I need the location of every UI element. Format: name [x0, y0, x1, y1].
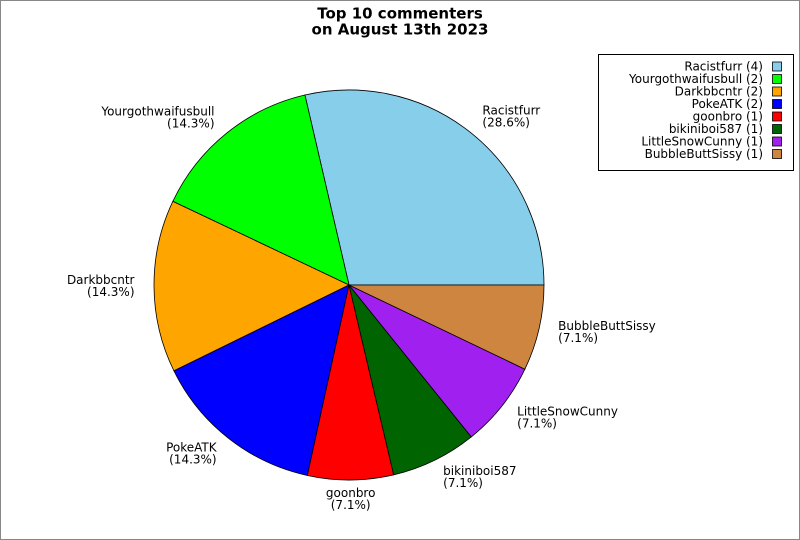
pie-slice: [348, 284, 545, 370]
legend-label: Darkbbcntr (2): [675, 85, 763, 99]
legend-label: LittleSnowCunny (1): [641, 135, 763, 149]
legend-label: Yourgothwaifusbull (2): [628, 72, 763, 86]
legend-box: [598, 54, 794, 171]
chart-title: on August 13th 2023: [312, 21, 489, 39]
legend-label: goonbro (1): [693, 110, 763, 124]
slice-label: Darkbbcntr: [67, 273, 135, 287]
slice-label: goonbro: [326, 486, 376, 500]
legend-swatch: [772, 124, 782, 134]
legend-swatch: [772, 99, 782, 109]
slice-value-label: (14.3%): [167, 116, 214, 130]
slice-label: BubbleButtSissy: [558, 319, 656, 333]
legend-swatch: [772, 74, 782, 84]
legend-swatch: [772, 86, 782, 97]
slice-label: Yourgothwaifusbull: [100, 104, 214, 118]
pie-slice: [173, 284, 350, 476]
pie-slice: [172, 94, 350, 286]
slice-value-label: (7.1%): [517, 417, 557, 431]
chart-title: Top 10 commenters: [317, 5, 483, 23]
legend-swatch: [772, 111, 782, 122]
slice-label: LittleSnowCunny: [517, 405, 618, 419]
pie-slice: [153, 200, 350, 372]
legend-swatch: [772, 136, 782, 147]
slice-label: Racistfurr: [482, 104, 540, 118]
legend-label: Racistfurr (4): [684, 60, 763, 74]
slice-value-label: (7.1%): [558, 331, 598, 345]
legend-swatch: [772, 61, 782, 72]
slice-label: bikiniboi587: [443, 464, 516, 478]
slice-value-label: (7.1%): [331, 498, 371, 512]
legend-label: PokeATK (2): [692, 97, 763, 111]
slice-value-label: (14.3%): [169, 452, 216, 466]
pie-slice: [304, 89, 545, 286]
slice-value-label: (7.1%): [443, 476, 483, 490]
legend-label: BubbleButtSissy (1): [645, 147, 763, 161]
legend-label: bikiniboi587 (1): [669, 122, 763, 136]
slice-value-label: (14.3%): [87, 285, 134, 299]
legend-swatch: [772, 149, 782, 159]
slice-value-label: (28.6%): [482, 116, 529, 130]
slice-label: PokeATK: [166, 440, 218, 454]
